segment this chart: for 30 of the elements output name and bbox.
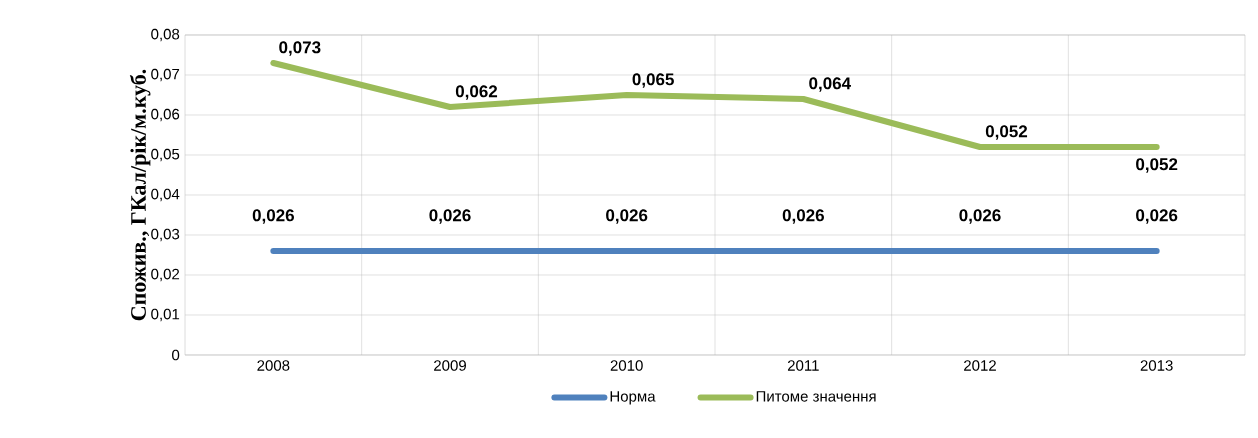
x-tick-label: 2008 — [257, 360, 290, 371]
y-axis-title: Спожив., ГКал/рік/м.куб. — [129, 69, 151, 321]
x-tick-label: 2010 — [610, 360, 643, 371]
y-tick-label: 0,08 — [151, 28, 180, 42]
data-label: 0,052 — [985, 125, 1028, 140]
data-label: 0,062 — [455, 85, 498, 100]
x-tick-label: 2012 — [964, 360, 996, 371]
legend-label: Питоме значення — [756, 391, 876, 402]
data-label: 0,026 — [782, 209, 824, 224]
data-label: 0,052 — [1136, 158, 1178, 173]
y-tick-label: 0,02 — [151, 268, 180, 282]
y-tick-label: 0,04 — [151, 188, 180, 202]
y-tick-label: 0,05 — [151, 148, 180, 162]
y-tick-label: 0 — [172, 349, 180, 361]
data-label: 0,065 — [632, 73, 674, 88]
x-tick-label: 2013 — [1140, 360, 1173, 371]
data-label: 0,026 — [252, 209, 294, 224]
data-label: 0,026 — [1136, 209, 1178, 224]
y-tick-label: 0,03 — [151, 228, 180, 242]
data-label: 0,026 — [606, 209, 648, 224]
data-label: 0,026 — [959, 209, 1001, 224]
data-label: 0,073 — [279, 41, 321, 56]
y-tick-label: 0,06 — [151, 108, 180, 122]
data-label: 0,064 — [809, 77, 851, 92]
y-tick-label: 0,01 — [151, 308, 180, 322]
legend-label: Норма — [610, 391, 656, 405]
data-label: 0,026 — [429, 209, 471, 224]
x-tick-label: 2011 — [787, 360, 819, 371]
y-tick-label: 0,07 — [151, 68, 180, 82]
x-tick-label: 2009 — [434, 360, 466, 371]
